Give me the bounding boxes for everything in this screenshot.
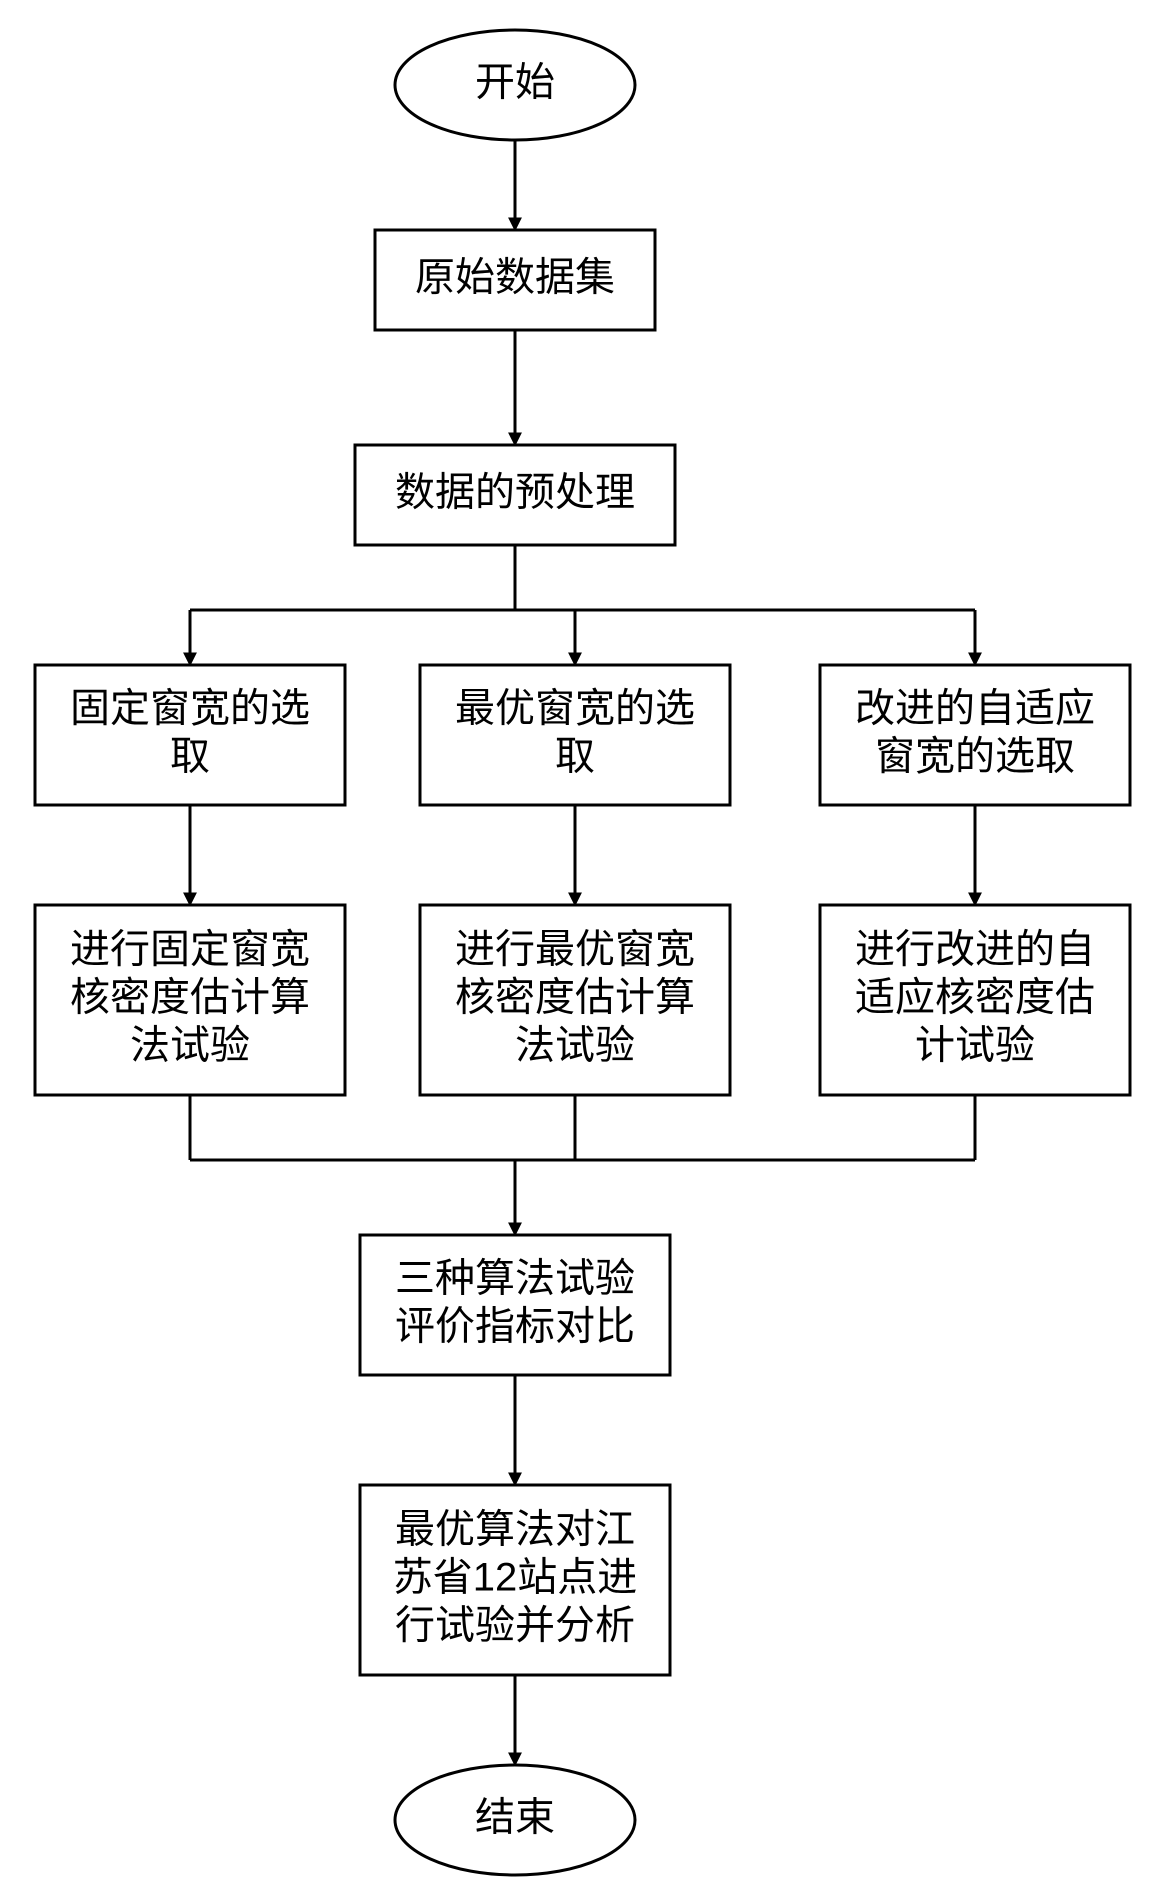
node-raw-label-0: 原始数据集	[415, 256, 615, 300]
node-best-label-0: 最优算法对江	[395, 1508, 635, 1552]
node-opt_sel-label-0: 最优窗宽的选	[455, 687, 695, 731]
node-adapt_sel-label-0: 改进的自适应	[855, 687, 1095, 731]
node-preprocess-label-0: 数据的预处理	[395, 471, 635, 515]
node-end: 结束	[395, 1765, 635, 1875]
node-start-label-0: 开始	[475, 61, 555, 105]
node-fixed_sel-label-1: 取	[170, 735, 210, 779]
node-start: 开始	[395, 30, 635, 140]
node-fixed_sel: 固定窗宽的选取	[35, 665, 345, 805]
node-compare-label-0: 三种算法试验	[395, 1257, 635, 1301]
node-adapt_sel-label-1: 窗宽的选取	[875, 735, 1075, 779]
node-compare: 三种算法试验评价指标对比	[360, 1235, 670, 1375]
node-opt_sel: 最优窗宽的选取	[420, 665, 730, 805]
node-best-label-2: 行试验并分析	[395, 1604, 635, 1648]
node-preprocess: 数据的预处理	[355, 445, 675, 545]
flowchart-canvas: 开始原始数据集数据的预处理固定窗宽的选取最优窗宽的选取改进的自适应窗宽的选取进行…	[0, 0, 1171, 1899]
node-end-label-0: 结束	[475, 1796, 555, 1840]
node-fixed_exp: 进行固定窗宽核密度估计算法试验	[35, 905, 345, 1095]
node-adapt_exp-label-1: 适应核密度估	[855, 976, 1095, 1020]
node-best-label-1: 苏省12站点进	[393, 1556, 638, 1600]
node-opt_exp-label-0: 进行最优窗宽	[455, 928, 695, 972]
node-opt_sel-label-1: 取	[555, 735, 595, 779]
node-opt_exp-label-2: 法试验	[515, 1024, 635, 1068]
node-opt_exp: 进行最优窗宽核密度估计算法试验	[420, 905, 730, 1095]
node-compare-label-1: 评价指标对比	[395, 1305, 635, 1349]
node-adapt_exp-label-2: 计试验	[915, 1024, 1035, 1068]
node-opt_exp-label-1: 核密度估计算	[455, 976, 695, 1020]
node-raw: 原始数据集	[375, 230, 655, 330]
node-adapt_exp: 进行改进的自适应核密度估计试验	[820, 905, 1130, 1095]
node-adapt_sel: 改进的自适应窗宽的选取	[820, 665, 1130, 805]
node-fixed_sel-label-0: 固定窗宽的选	[70, 687, 310, 731]
node-best: 最优算法对江苏省12站点进行试验并分析	[360, 1485, 670, 1675]
node-fixed_exp-label-0: 进行固定窗宽	[70, 928, 310, 972]
node-adapt_exp-label-0: 进行改进的自	[855, 928, 1095, 972]
node-fixed_exp-label-2: 法试验	[130, 1024, 250, 1068]
node-fixed_exp-label-1: 核密度估计算	[70, 976, 310, 1020]
